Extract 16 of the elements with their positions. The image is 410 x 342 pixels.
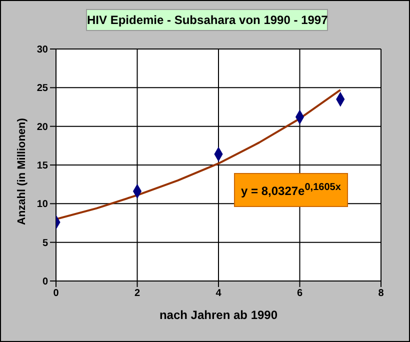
x-tick-label: 2 bbox=[134, 288, 140, 300]
annotation: y = 8,0327e$^{0,1605x}$ bbox=[234, 173, 348, 207]
x-tick-label: 0 bbox=[53, 288, 60, 300]
chart-title: HIV Epidemie - Subsahara von 1990 - 1997 bbox=[86, 9, 328, 31]
x-tick-label: 6 bbox=[296, 288, 303, 300]
y-tick-label: 25 bbox=[36, 83, 48, 94]
x-tick-label: 4 bbox=[216, 288, 222, 300]
y-tick-label: 0 bbox=[42, 276, 48, 288]
y-tick-label: 10 bbox=[36, 199, 48, 210]
y-tick-label: 5 bbox=[42, 238, 48, 249]
y-tick-label: 15 bbox=[36, 160, 48, 172]
x-tick-label: 8 bbox=[378, 288, 384, 300]
y-axis-title: Anzahl (in Millionen) bbox=[16, 118, 28, 225]
y-tick-label: 30 bbox=[36, 44, 48, 56]
x-axis-title: nach Jahren ab 1990 bbox=[159, 308, 278, 322]
y-tick-label: 20 bbox=[36, 122, 48, 133]
